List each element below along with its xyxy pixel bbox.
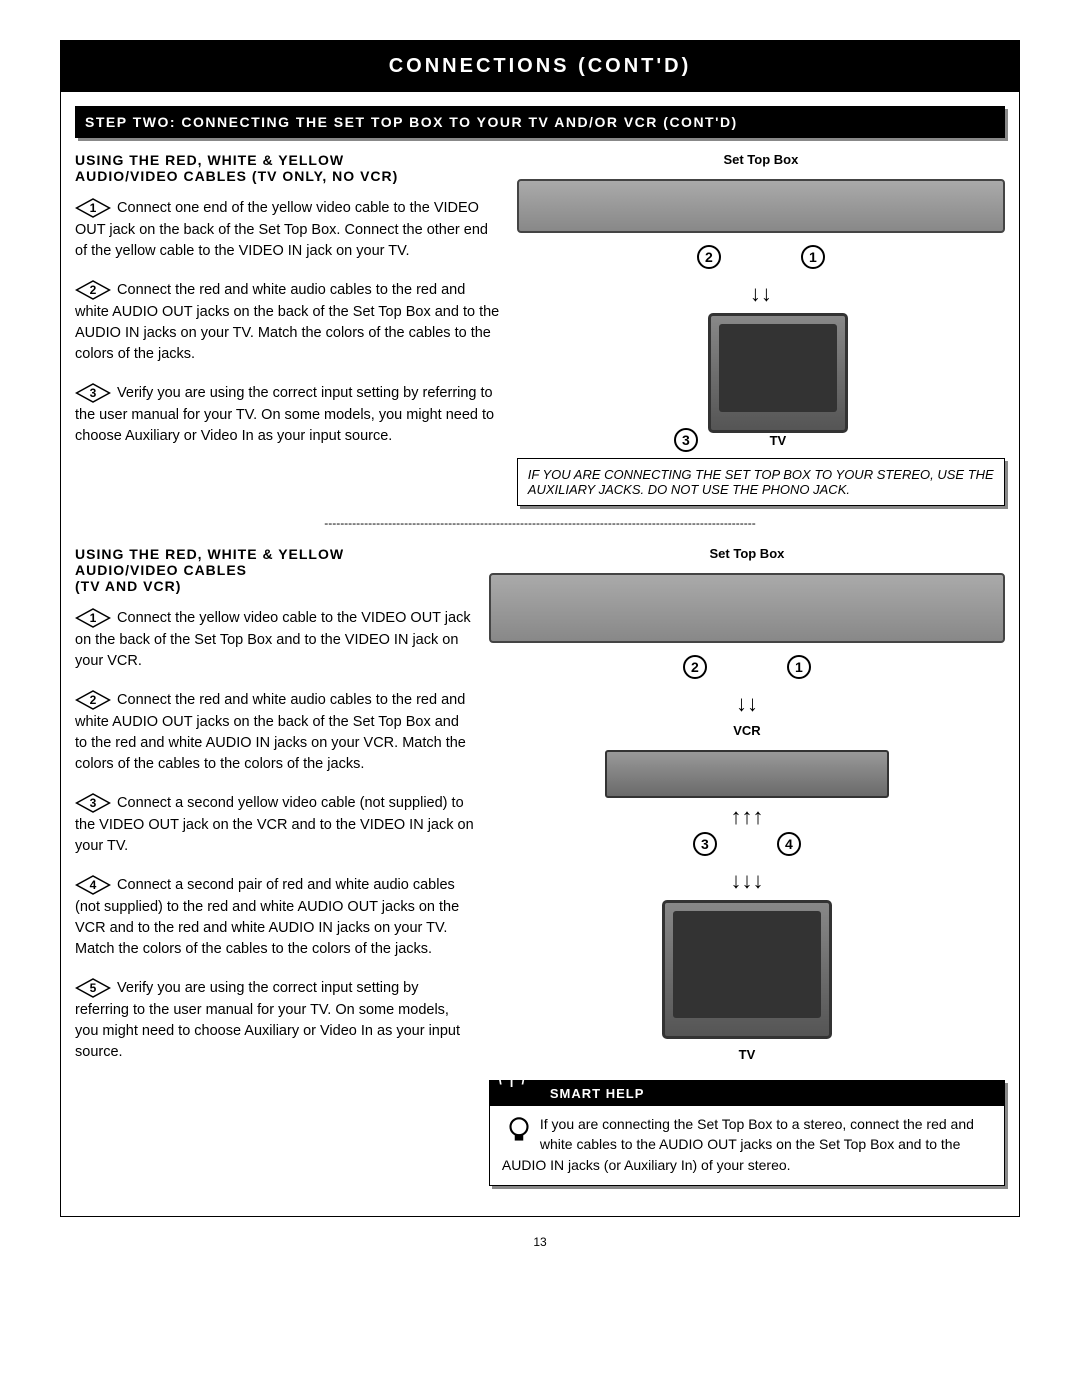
callout-b4: 4 [777, 832, 801, 856]
step-2-icon: 2 [75, 688, 111, 712]
step-5-icon: 5 [75, 976, 111, 1000]
callout-b3: 3 [693, 832, 717, 856]
section-a-title-line1: USING THE RED, WHITE & YELLOW [75, 152, 344, 168]
step-b5: 5 Verify you are using the correct input… [75, 976, 475, 1063]
arrows-b3: ↓↓↓ [730, 870, 763, 892]
step-b2: 2 Connect the red and white audio cables… [75, 688, 475, 775]
section-b-left: USING THE RED, WHITE & YELLOW AUDIO/VIDE… [75, 546, 475, 1186]
diagram-b-stb-label: Set Top Box [710, 546, 785, 561]
step-3-icon: 3 [75, 791, 111, 815]
step-4-icon: 4 [75, 873, 111, 897]
diagram-a-tv-label: TV [708, 433, 848, 448]
step-b3-text: Connect a second yellow video cable (not… [75, 795, 474, 854]
smart-help-text: If you are connecting the Set Top Box to… [502, 1116, 974, 1173]
settop-box-graphic-b [489, 573, 1005, 643]
step-b4-text: Connect a second pair of red and white a… [75, 877, 459, 957]
callout-row-b-mid: 3 4 [693, 832, 801, 856]
step-b4: 4 Connect a second pair of red and white… [75, 873, 475, 960]
section-a-left: USING THE RED, WHITE & YELLOW AUDIO/VIDE… [75, 152, 503, 506]
section-b-title-line2: AUDIO/VIDEO CABLES [75, 562, 247, 578]
section-a-title: USING THE RED, WHITE & YELLOW AUDIO/VIDE… [75, 152, 503, 184]
arrows-a: ↓↓ [750, 283, 772, 305]
step-1-icon: 1 [75, 606, 111, 630]
step-3-icon: 3 [75, 381, 111, 405]
section-a-right: Set Top Box 2 1 ↓↓ 3 TV [517, 152, 1005, 506]
stereo-note-box: IF YOU ARE CONNECTING THE SET TOP BOX TO… [517, 458, 1005, 506]
manual-page: CONNECTIONS (CONT'D) STEP TWO: CONNECTIN… [60, 40, 1020, 1217]
arrows-b1: ↓↓ [736, 693, 758, 715]
step-b3: 3 Connect a second yellow video cable (n… [75, 791, 475, 857]
page-content: STEP TWO: CONNECTING THE SET TOP BOX TO … [61, 92, 1019, 1216]
tv-screen-a [719, 324, 837, 412]
step-2-icon: 2 [75, 278, 111, 302]
settop-box-graphic [517, 179, 1005, 233]
smart-help-title: SMART HELP [550, 1086, 645, 1101]
stereo-note-text: IF YOU ARE CONNECTING THE SET TOP BOX TO… [528, 467, 994, 497]
svg-text:3: 3 [90, 796, 97, 810]
callout-b2: 2 [683, 655, 707, 679]
callout-1: 1 [801, 245, 825, 269]
step-subheader: STEP TWO: CONNECTING THE SET TOP BOX TO … [75, 106, 1005, 138]
diagram-tv-vcr: Set Top Box 2 1 ↓↓ VCR ↑↑↑ 3 4 ↓↓↓ [489, 546, 1005, 1066]
step-b1: 1 Connect the yellow video cable to the … [75, 606, 475, 672]
callout-2: 2 [697, 245, 721, 269]
tv-block-a: TV [708, 313, 848, 452]
step-b2-text: Connect the red and white audio cables t… [75, 692, 466, 772]
svg-text:1: 1 [90, 201, 97, 215]
svg-text:5: 5 [90, 981, 97, 995]
callout-row-a-top: 2 1 [697, 245, 825, 269]
arrows-b2: ↑↑↑ [730, 806, 763, 828]
dashed-divider: ----------------------------------------… [75, 516, 1005, 530]
smart-help-box: \ | / SMART HELP If you are connecting t… [489, 1080, 1005, 1186]
step-a3-text: Verify you are using the correct input s… [75, 385, 494, 444]
callout-b1: 1 [787, 655, 811, 679]
section-tv-only: USING THE RED, WHITE & YELLOW AUDIO/VIDE… [75, 152, 1005, 506]
step-b5-text: Verify you are using the correct input s… [75, 980, 460, 1060]
smart-help-body: If you are connecting the Set Top Box to… [490, 1106, 1004, 1185]
svg-text:3: 3 [90, 386, 97, 400]
tv-row-a: 3 TV [674, 313, 848, 452]
page-number: 13 [60, 1235, 1020, 1249]
section-tv-vcr: USING THE RED, WHITE & YELLOW AUDIO/VIDE… [75, 546, 1005, 1186]
diagram-tv-only: Set Top Box 2 1 ↓↓ 3 TV [517, 152, 1005, 452]
svg-text:1: 1 [90, 611, 97, 625]
tv-graphic-b [662, 900, 832, 1039]
lightbulb-icon [502, 1114, 536, 1148]
svg-text:4: 4 [90, 878, 97, 892]
diagram-b-vcr-label: VCR [733, 723, 760, 738]
diagram-a-stb-label: Set Top Box [723, 152, 798, 167]
bulb-rays-icon: \ | / [498, 1071, 527, 1087]
smart-help-header: \ | / SMART HELP [490, 1081, 1004, 1106]
page-title-bar: CONNECTIONS (CONT'D) [61, 41, 1019, 92]
tv-screen-b [673, 911, 821, 1018]
svg-text:2: 2 [90, 693, 97, 707]
page-title: CONNECTIONS (CONT'D) [389, 55, 692, 77]
step-1-icon: 1 [75, 196, 111, 220]
svg-text:2: 2 [90, 283, 97, 297]
callout-3: 3 [674, 428, 698, 452]
diagram-b-tv-label: TV [739, 1047, 756, 1062]
section-a-title-line2: AUDIO/VIDEO CABLES (TV ONLY, NO VCR) [75, 168, 398, 184]
callout-row-b-top: 2 1 [683, 655, 811, 679]
section-b-title-line3: (TV AND VCR) [75, 578, 181, 594]
section-b-title: USING THE RED, WHITE & YELLOW AUDIO/VIDE… [75, 546, 475, 594]
step-a2: 2 Connect the red and white audio cables… [75, 278, 503, 365]
step-b1-text: Connect the yellow video cable to the VI… [75, 610, 471, 669]
step-a1: 1 Connect one end of the yellow video ca… [75, 196, 503, 262]
step-a1-text: Connect one end of the yellow video cabl… [75, 200, 488, 259]
tv-graphic-a [708, 313, 848, 433]
section-b-title-line1: USING THE RED, WHITE & YELLOW [75, 546, 344, 562]
step-subheader-text: STEP TWO: CONNECTING THE SET TOP BOX TO … [85, 114, 738, 130]
step-a2-text: Connect the red and white audio cables t… [75, 282, 499, 362]
section-b-right: Set Top Box 2 1 ↓↓ VCR ↑↑↑ 3 4 ↓↓↓ [489, 546, 1005, 1186]
vcr-graphic [605, 750, 889, 798]
step-a3: 3 Verify you are using the correct input… [75, 381, 503, 447]
